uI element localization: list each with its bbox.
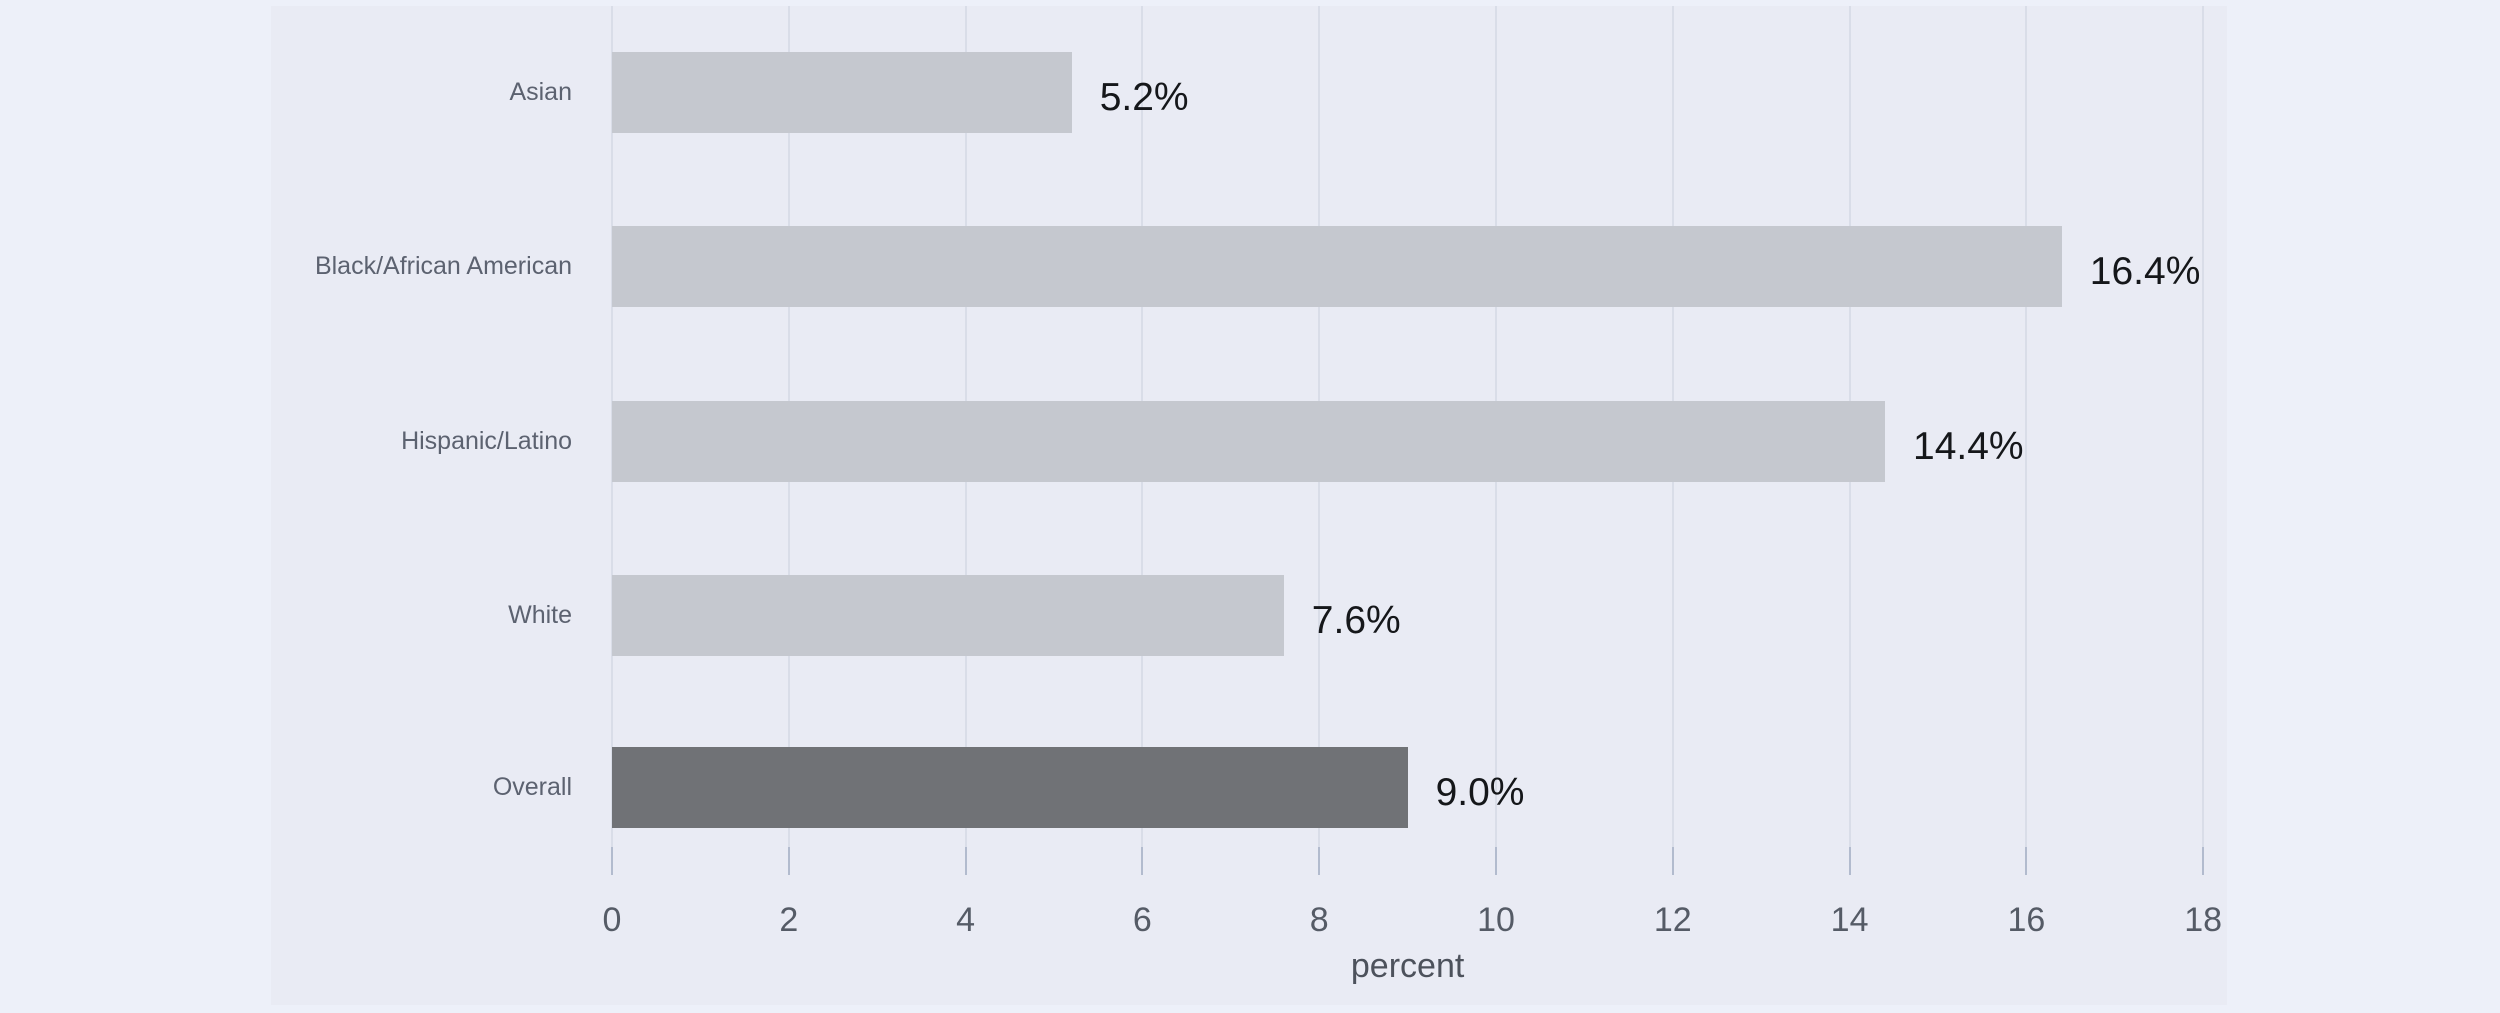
gridline bbox=[2202, 6, 2205, 873]
category-label: Black/African American bbox=[314, 252, 572, 280]
category-label: Asian bbox=[509, 78, 572, 106]
x-axis-tick-mark bbox=[611, 847, 613, 875]
gridline bbox=[2025, 6, 2028, 873]
x-axis-tick-label: 8 bbox=[1309, 901, 1329, 939]
category-label: White bbox=[508, 601, 572, 629]
bar-value-label: 9.0% bbox=[1435, 771, 1525, 814]
x-axis-tick-mark bbox=[1671, 847, 1674, 875]
x-axis-title: percent bbox=[1350, 947, 1465, 985]
x-axis-tick-mark bbox=[1495, 847, 1497, 875]
x-axis-tick-label: 14 bbox=[1830, 901, 1869, 939]
x-axis-tick-label: 6 bbox=[1132, 901, 1152, 939]
bar-overall bbox=[612, 746, 1408, 828]
x-axis-tick-mark bbox=[964, 847, 967, 875]
x-axis-tick-label: 2 bbox=[779, 901, 799, 939]
x-axis-tick-label: 18 bbox=[2184, 901, 2223, 939]
x-axis-tick-mark bbox=[1141, 847, 1144, 875]
x-axis-tick-label: 10 bbox=[1477, 901, 1515, 939]
x-axis-tick-mark bbox=[787, 847, 790, 875]
x-axis-tick-label: 12 bbox=[1653, 901, 1692, 939]
bar-value-label: 16.4% bbox=[2089, 250, 2201, 293]
category-label: Overall bbox=[492, 773, 572, 801]
bar-value-label: 7.6% bbox=[1311, 599, 1401, 642]
bar-value-label: 14.4% bbox=[1913, 425, 2024, 468]
x-axis-tick-mark bbox=[1848, 847, 1851, 875]
x-axis-tick-mark bbox=[2025, 847, 2028, 875]
bar-hispanic-latino bbox=[612, 400, 1885, 482]
x-axis-tick-label: 0 bbox=[602, 901, 622, 939]
x-axis-tick-mark bbox=[1318, 847, 1321, 875]
bar-value-label: 5.2% bbox=[1099, 76, 1189, 119]
bar-black-african-american bbox=[612, 225, 2062, 307]
bar-white bbox=[612, 574, 1284, 656]
x-axis-tick-mark bbox=[2202, 847, 2205, 875]
bar-asian bbox=[612, 51, 1072, 133]
x-axis-tick-label: 16 bbox=[2007, 901, 2046, 939]
bar-chart: Asian 5.2% Black/African American 16.4% Hisp… bbox=[271, 6, 2227, 1005]
category-label: Hispanic/Latino bbox=[401, 427, 572, 455]
x-axis-tick-label: 4 bbox=[956, 901, 976, 939]
